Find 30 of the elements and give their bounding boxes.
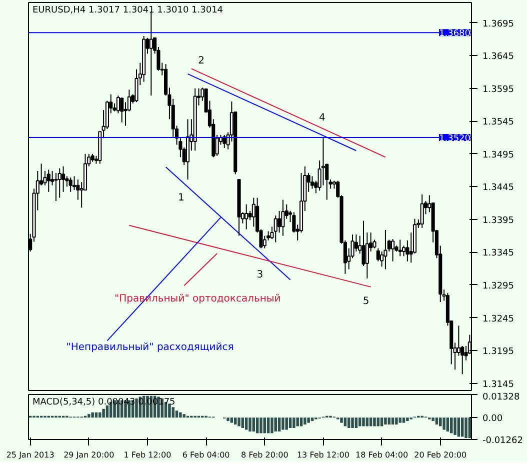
x-tick-label: 20 Feb 20:00: [414, 450, 467, 460]
x-tick-label: 8 Feb 20:00: [240, 450, 288, 460]
x-tick-label: 1 Feb 12:00: [124, 450, 172, 460]
chart-title: EURUSD,H4 1.3017 1.3041 1.3010 1.3014: [32, 6, 224, 16]
x-tick-label: 13 Feb 12:00: [296, 450, 350, 460]
y-tick-label: 1.3695: [482, 19, 514, 30]
annotation: 2: [198, 56, 204, 67]
y-tick-label: 0.01328: [482, 392, 520, 402]
annotation: 3: [256, 270, 264, 281]
y-tick-label: 1.3645: [482, 52, 514, 62]
y-tick-label: 1.3245: [482, 314, 514, 324]
y-tick-label: 1.3345: [482, 248, 514, 259]
y-tick-label: 1.3445: [482, 183, 514, 194]
y-tick-label: 1.3195: [482, 347, 514, 358]
annotation: "Неправильный" расходящийся: [66, 342, 234, 353]
y-tick-label: 1.3395: [482, 216, 514, 226]
x-tick-label: 18 Feb 04:00: [356, 450, 408, 460]
y-tick-label: 1.3595: [482, 84, 514, 95]
y-tick-label: 1.3145: [482, 380, 514, 390]
annotation: 1: [178, 192, 184, 204]
x-tick-label: 25 Jan 2013: [6, 450, 54, 460]
annotation: 5: [362, 296, 370, 308]
y-tick-label: -0.01262: [482, 436, 523, 446]
y-tick-label: 1.3295: [482, 281, 514, 292]
y-tick-label: 0.00: [482, 414, 503, 424]
x-tick-label: 29 Jan 20:00: [64, 450, 114, 460]
annotation: 4: [318, 112, 326, 124]
y-tick-label: 1.3495: [482, 150, 514, 160]
x-tick-label: 6 Feb 04:00: [182, 450, 230, 460]
y-tick-label: 1.3545: [482, 118, 514, 128]
